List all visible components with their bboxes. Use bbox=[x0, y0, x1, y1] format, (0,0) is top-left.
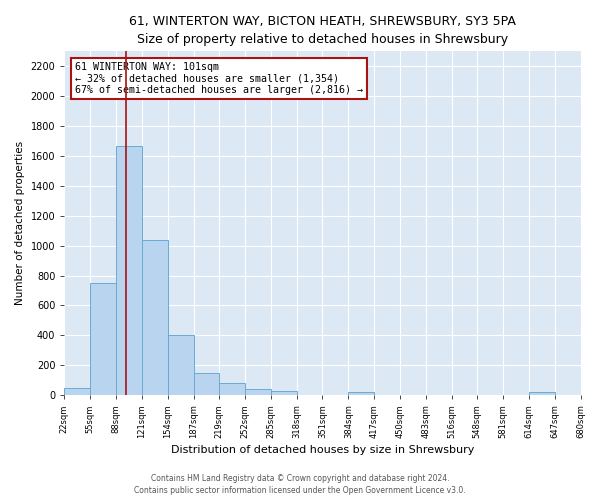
Bar bbox=[116, 146, 142, 395]
Text: 61 WINTERTON WAY: 101sqm
← 32% of detached houses are smaller (1,354)
67% of sem: 61 WINTERTON WAY: 101sqm ← 32% of detach… bbox=[74, 62, 362, 95]
Y-axis label: Number of detached properties: Number of detached properties bbox=[15, 141, 25, 306]
Bar bbox=[168, 334, 194, 395]
Bar bbox=[219, 383, 245, 395]
Bar bbox=[194, 372, 219, 395]
Text: Contains HM Land Registry data © Crown copyright and database right 2024.
Contai: Contains HM Land Registry data © Crown c… bbox=[134, 474, 466, 495]
X-axis label: Distribution of detached houses by size in Shrewsbury: Distribution of detached houses by size … bbox=[171, 445, 474, 455]
Bar bbox=[142, 240, 168, 395]
Bar bbox=[529, 392, 554, 395]
Bar bbox=[90, 283, 116, 395]
Bar bbox=[245, 389, 271, 395]
Title: 61, WINTERTON WAY, BICTON HEATH, SHREWSBURY, SY3 5PA
Size of property relative t: 61, WINTERTON WAY, BICTON HEATH, SHREWSB… bbox=[129, 15, 516, 46]
Bar bbox=[64, 388, 90, 395]
Bar bbox=[349, 392, 374, 395]
Bar bbox=[271, 392, 296, 395]
